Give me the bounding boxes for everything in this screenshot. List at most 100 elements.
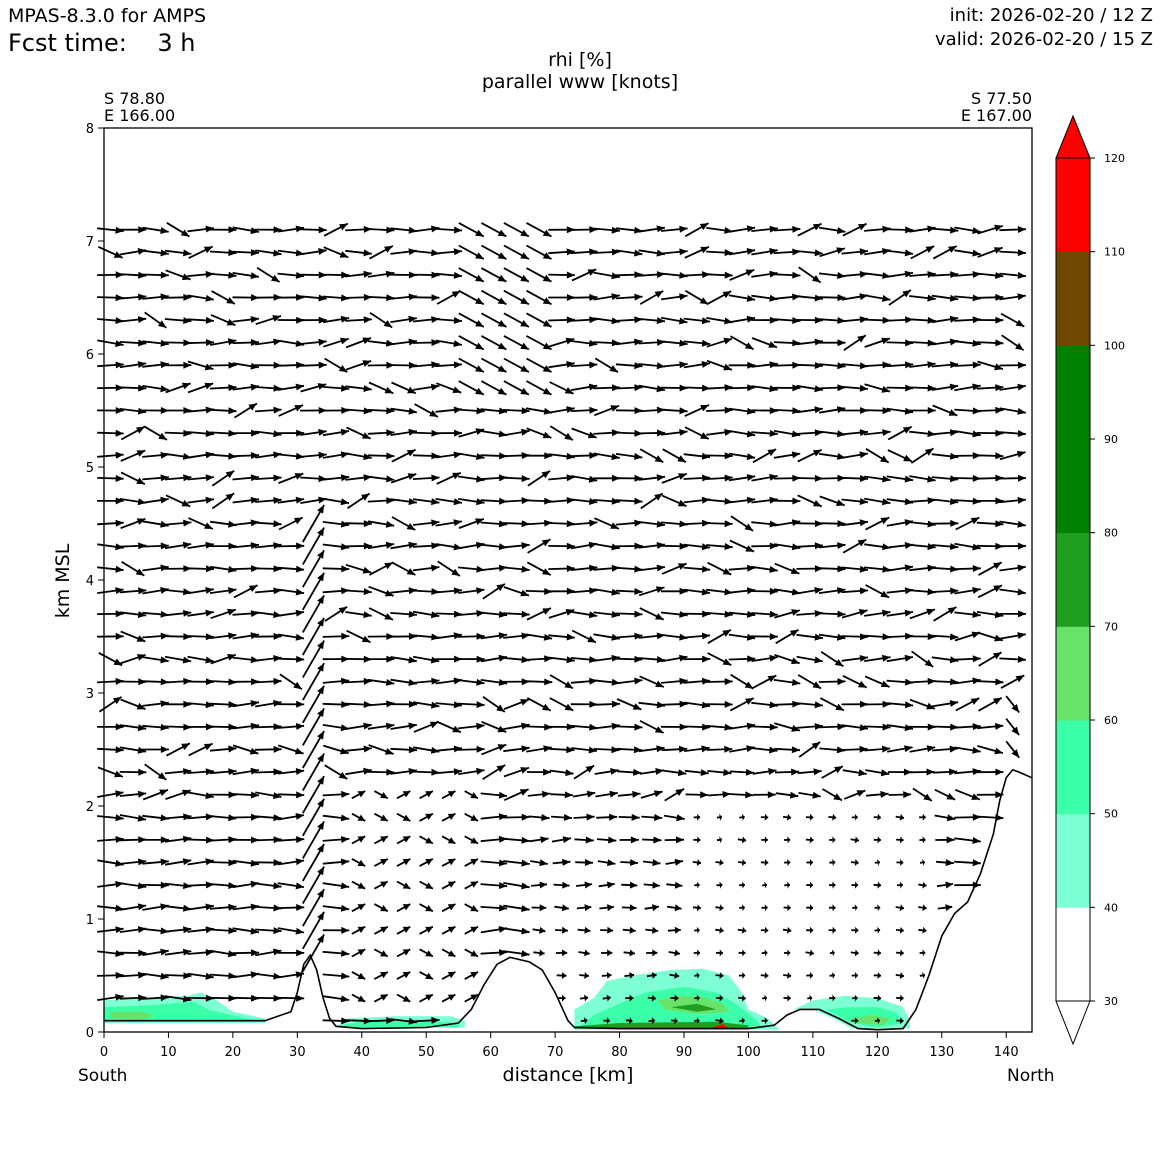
wind-vector bbox=[322, 543, 350, 551]
wind-vector bbox=[480, 882, 508, 889]
wind-vector bbox=[730, 335, 754, 351]
wind-vector bbox=[593, 452, 620, 461]
wind-vector bbox=[931, 226, 959, 234]
wind-vector bbox=[774, 768, 800, 776]
wind-vector bbox=[954, 677, 981, 685]
wind-vector bbox=[368, 561, 394, 576]
wind-vector bbox=[886, 519, 914, 527]
wind-vector bbox=[666, 904, 682, 912]
wind-vector bbox=[119, 339, 147, 347]
wind-vector bbox=[593, 746, 620, 754]
wind-vector bbox=[302, 933, 325, 972]
wind-vector bbox=[599, 904, 614, 912]
wind-vector bbox=[322, 904, 350, 912]
wind-vector bbox=[97, 565, 124, 573]
wind-vector bbox=[828, 926, 836, 934]
colorbar-tick-label: 40 bbox=[1104, 901, 1118, 914]
wind-vector bbox=[615, 565, 643, 573]
colorbar-tick-label: 60 bbox=[1104, 714, 1118, 727]
wind-vector bbox=[187, 225, 215, 233]
wind-vector bbox=[999, 542, 1027, 550]
wind-vector bbox=[480, 267, 507, 283]
wind-vector bbox=[119, 293, 147, 301]
wind-vector bbox=[209, 701, 237, 708]
wind-vector bbox=[873, 994, 882, 1002]
wind-vector bbox=[300, 475, 327, 483]
terrain-line bbox=[104, 768, 1033, 1031]
wind-vector bbox=[619, 836, 639, 844]
colorbar-tick-label: 80 bbox=[1104, 527, 1118, 540]
wind-vector bbox=[300, 248, 327, 256]
wind-vector bbox=[232, 791, 260, 799]
wind-vector bbox=[254, 836, 282, 844]
wind-vector bbox=[503, 565, 530, 573]
wind-vector bbox=[593, 543, 620, 551]
valid-time-label: valid: 2026-02-20 / 15 Z bbox=[935, 29, 1153, 50]
wind-vector bbox=[142, 789, 169, 801]
wind-vector bbox=[773, 474, 801, 482]
wind-vector bbox=[806, 859, 813, 866]
wind-vector bbox=[642, 836, 662, 844]
wind-vector bbox=[277, 452, 305, 460]
wind-vector bbox=[638, 429, 666, 437]
wind-vector bbox=[480, 835, 508, 843]
wind-vector bbox=[615, 316, 643, 324]
wind-vector bbox=[1000, 312, 1025, 328]
wind-vector bbox=[187, 406, 214, 414]
wind-vector bbox=[351, 925, 366, 935]
wind-vector bbox=[277, 744, 304, 755]
wind-vector bbox=[737, 859, 747, 866]
wind-vector bbox=[302, 640, 325, 679]
wind-vector bbox=[819, 697, 845, 712]
wind-vector bbox=[715, 1017, 724, 1025]
wind-vector bbox=[615, 497, 643, 505]
wind-vector bbox=[345, 407, 372, 415]
wind-vector bbox=[142, 632, 169, 640]
wind-vector bbox=[954, 837, 981, 844]
x-tick-label: 100 bbox=[736, 1045, 761, 1060]
wind-vector bbox=[615, 452, 643, 460]
wind-vector bbox=[441, 858, 456, 867]
wind-vector bbox=[670, 994, 679, 1002]
wind-vector bbox=[164, 452, 192, 460]
wind-vector bbox=[638, 406, 666, 414]
wind-vector bbox=[525, 723, 553, 731]
wind-vector bbox=[549, 425, 574, 441]
wind-vector bbox=[752, 448, 777, 464]
wind-vector bbox=[615, 655, 643, 663]
wind-vector bbox=[435, 429, 463, 437]
wind-vector bbox=[527, 790, 551, 798]
wind-vector bbox=[664, 836, 685, 844]
wind-vector bbox=[345, 1017, 372, 1025]
wind-vector bbox=[254, 859, 282, 867]
wind-vector bbox=[480, 222, 507, 238]
wind-vector bbox=[322, 384, 350, 392]
wind-vector bbox=[346, 426, 371, 440]
wind-vector bbox=[548, 746, 575, 754]
wind-vector bbox=[864, 633, 891, 641]
wind-vector bbox=[255, 948, 282, 957]
wind-vector bbox=[751, 294, 778, 302]
wind-vector bbox=[909, 608, 936, 620]
wind-vector bbox=[571, 629, 597, 644]
wind-vector bbox=[751, 385, 778, 393]
wind-vector bbox=[865, 516, 890, 531]
wind-vector bbox=[209, 745, 237, 753]
wind-vector bbox=[911, 650, 934, 668]
wind-vector bbox=[752, 674, 777, 689]
wind-vector bbox=[419, 993, 434, 1003]
wind-vector bbox=[278, 404, 304, 417]
wind-vector bbox=[909, 316, 936, 324]
wind-vector bbox=[729, 745, 755, 753]
wind-vector bbox=[578, 949, 590, 957]
wind-vector bbox=[396, 993, 411, 1003]
wind-vector bbox=[798, 791, 821, 799]
wind-vector bbox=[638, 745, 665, 753]
wind-vector bbox=[886, 361, 914, 369]
wind-vector bbox=[525, 633, 553, 641]
wind-vector bbox=[773, 317, 801, 324]
wind-vector bbox=[999, 450, 1026, 461]
wind-vector bbox=[322, 520, 350, 528]
wind-vector bbox=[255, 451, 282, 459]
wind-vector bbox=[739, 1017, 745, 1025]
